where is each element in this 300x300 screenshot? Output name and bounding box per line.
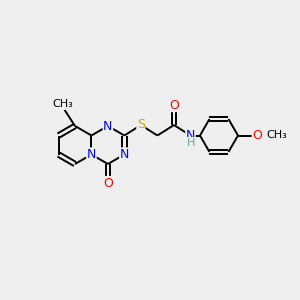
Text: O: O bbox=[169, 98, 179, 112]
Text: S: S bbox=[137, 118, 145, 130]
Text: N: N bbox=[87, 148, 96, 161]
Text: CH₃: CH₃ bbox=[52, 99, 73, 109]
Text: O: O bbox=[252, 129, 262, 142]
Text: H: H bbox=[187, 137, 195, 148]
Text: O: O bbox=[103, 176, 113, 190]
Text: CH₃: CH₃ bbox=[266, 130, 287, 140]
Text: N: N bbox=[120, 148, 129, 161]
Text: N: N bbox=[186, 129, 195, 142]
Text: N: N bbox=[103, 119, 112, 133]
